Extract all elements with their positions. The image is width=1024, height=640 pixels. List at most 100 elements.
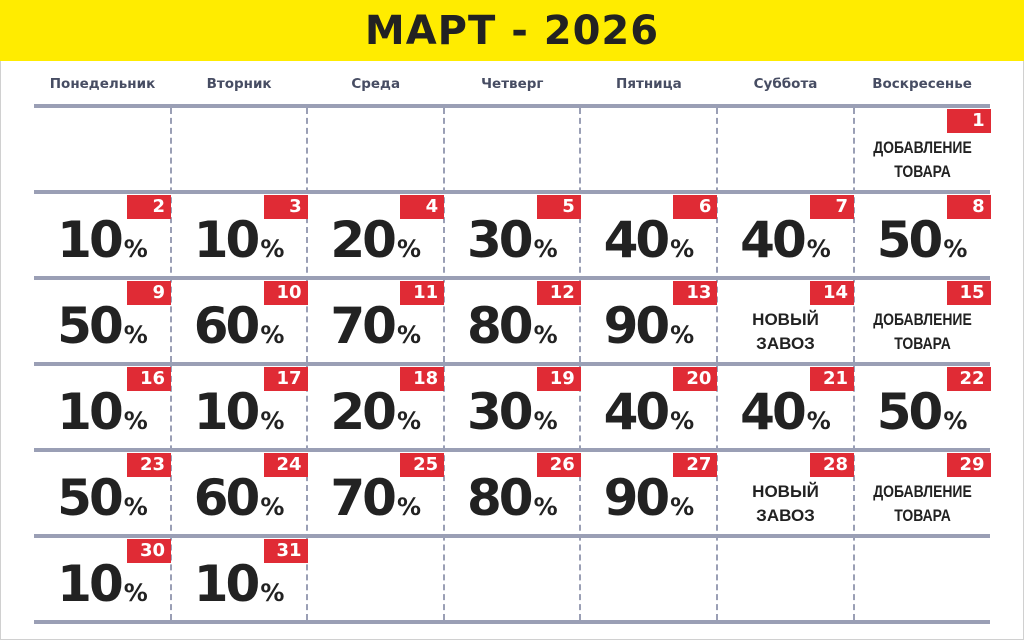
day-cell: 1 ДОБАВЛЕНИЕ ТОВАРА bbox=[854, 106, 991, 192]
event-note-line: ЗАВОЗ bbox=[756, 506, 815, 525]
event-note-line: ЗАВОЗ bbox=[756, 334, 815, 353]
day-cell: 29 ДОБАВЛЕНИЕ ТОВАРА bbox=[854, 450, 991, 536]
day-number-badge: 21 bbox=[810, 367, 854, 391]
percent-sign: % bbox=[123, 493, 148, 521]
discount-number: 30 bbox=[466, 383, 534, 441]
day-cell: 7 40% bbox=[717, 192, 854, 278]
discount-number: 50 bbox=[57, 469, 124, 527]
discount-number: 40 bbox=[740, 383, 807, 441]
discount-number: 10 bbox=[57, 383, 124, 441]
event-note-line: ТОВАРА bbox=[893, 334, 951, 353]
discount-number: 10 bbox=[193, 555, 261, 613]
day-number-badge: 8 bbox=[946, 195, 991, 219]
day-number-badge: 27 bbox=[673, 453, 718, 477]
day-cell: 13 90% bbox=[580, 278, 718, 364]
day-cell: 28 НОВЫЙ ЗАВОЗ bbox=[717, 450, 854, 536]
percent-sign: % bbox=[533, 321, 558, 349]
day-cell: 26 80% bbox=[444, 450, 581, 536]
day-number-badge: 19 bbox=[536, 367, 581, 391]
percent-sign: % bbox=[260, 493, 285, 521]
day-number-badge: 4 bbox=[400, 195, 445, 219]
percent-sign: % bbox=[670, 235, 695, 263]
discount-number: 40 bbox=[603, 211, 671, 269]
day-cell: 2 10% bbox=[34, 192, 171, 278]
discount-value: 80% bbox=[444, 468, 581, 537]
month-title: МАРТ - 2026 bbox=[364, 7, 660, 54]
day-cell: 16 10% bbox=[34, 364, 171, 450]
percent-sign: % bbox=[396, 407, 421, 435]
day-cell: 10 60% bbox=[171, 278, 308, 364]
percent-sign: % bbox=[396, 493, 421, 521]
event-note-line: ТОВАРА bbox=[893, 506, 951, 525]
discount-value: 10% bbox=[171, 382, 308, 451]
day-cell: 27 90% bbox=[580, 450, 718, 536]
event-note-line: ТОВАРА bbox=[893, 162, 951, 181]
row-divider bbox=[34, 448, 990, 452]
day-cell: 8 50% bbox=[854, 192, 991, 278]
day-number-badge: 9 bbox=[127, 281, 171, 305]
discount-value: 40% bbox=[717, 382, 854, 451]
event-note-line: НОВЫЙ bbox=[752, 310, 819, 329]
row-divider bbox=[34, 190, 990, 194]
weekday-header: Пятница bbox=[616, 76, 682, 92]
weekday-header: Четверг bbox=[481, 76, 544, 92]
weekday-header: Суббота bbox=[753, 76, 818, 92]
day-number-badge: 26 bbox=[536, 453, 581, 477]
day-number-badge: 28 bbox=[810, 453, 854, 477]
percent-sign: % bbox=[260, 407, 285, 435]
percent-sign: % bbox=[260, 235, 285, 263]
percent-sign: % bbox=[396, 321, 421, 349]
event-note: ДОБАВЛЕНИЕ ТОВАРА bbox=[866, 308, 978, 356]
weekday-header: Воскресенье bbox=[872, 76, 972, 92]
day-number-badge: 10 bbox=[263, 281, 308, 305]
day-cell: 5 30% bbox=[444, 192, 581, 278]
day-cell: 11 70% bbox=[307, 278, 445, 365]
day-cell: 4 20% bbox=[307, 192, 445, 278]
day-number-badge: 5 bbox=[536, 195, 581, 219]
day-cell: 22 50% bbox=[854, 364, 991, 450]
column-divider bbox=[306, 108, 309, 620]
column-divider bbox=[716, 108, 718, 620]
discount-value: 70% bbox=[307, 296, 444, 365]
event-note: НОВЫЙ ЗАВОЗ bbox=[717, 308, 854, 356]
weekday-header: Вторник bbox=[206, 76, 272, 92]
percent-sign: % bbox=[670, 321, 695, 349]
discount-value: 10% bbox=[34, 382, 171, 451]
day-cell: 17 10% bbox=[171, 364, 308, 450]
percent-sign: % bbox=[123, 407, 148, 435]
column-divider bbox=[579, 108, 582, 620]
day-number-badge: 20 bbox=[673, 367, 718, 391]
discount-value: 40% bbox=[580, 210, 717, 279]
discount-number: 90 bbox=[603, 297, 671, 355]
day-number-badge: 2 bbox=[127, 195, 171, 219]
day-cell: 6 40% bbox=[580, 192, 718, 279]
percent-sign: % bbox=[533, 407, 558, 435]
empty-cell bbox=[171, 106, 308, 192]
discount-value: 10% bbox=[171, 554, 308, 623]
discount-number: 10 bbox=[57, 555, 124, 613]
percent-sign: % bbox=[123, 321, 148, 349]
day-cell: 19 30% bbox=[444, 364, 581, 450]
row-divider bbox=[34, 104, 990, 108]
day-number-badge: 16 bbox=[127, 367, 171, 391]
discount-number: 20 bbox=[330, 383, 397, 441]
day-number-badge: 22 bbox=[946, 367, 991, 391]
day-number-badge: 13 bbox=[673, 281, 718, 305]
empty-cell bbox=[854, 536, 991, 622]
discount-number: 50 bbox=[57, 297, 124, 355]
percent-sign: % bbox=[670, 493, 695, 521]
row-divider bbox=[34, 534, 990, 538]
discount-value: 70% bbox=[307, 468, 444, 537]
day-cell: 24 60% bbox=[171, 450, 308, 536]
discount-value: 50% bbox=[34, 468, 171, 537]
day-cell: 3 10% bbox=[171, 192, 308, 278]
row-divider bbox=[34, 276, 990, 280]
event-note: ДОБАВЛЕНИЕ ТОВАРА bbox=[866, 136, 978, 184]
day-number-badge: 1 bbox=[946, 109, 991, 133]
weekday-header: Понедельник bbox=[49, 76, 156, 92]
day-number-badge: 6 bbox=[673, 195, 718, 219]
percent-sign: % bbox=[260, 579, 285, 607]
day-cell: 9 50% bbox=[34, 278, 171, 364]
discount-number: 40 bbox=[603, 383, 671, 441]
day-cell: 23 50% bbox=[34, 450, 171, 536]
